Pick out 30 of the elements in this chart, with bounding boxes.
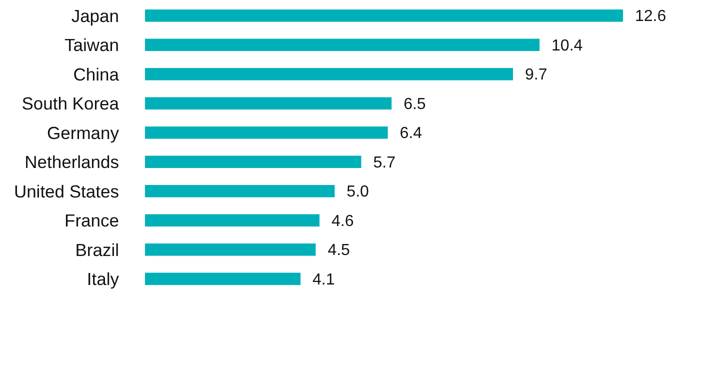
bar	[145, 272, 301, 286]
bar	[145, 243, 316, 256]
y-tick-label: Italy	[86, 269, 120, 289]
data-label: 6.4	[400, 125, 422, 142]
data-label: 4.6	[332, 212, 354, 230]
data-label: 9.7	[524, 66, 548, 84]
bar	[145, 156, 362, 168]
bar	[145, 38, 540, 52]
data-label: 4.5	[328, 242, 350, 260]
bar	[145, 214, 320, 227]
data-label: 12.6	[635, 8, 666, 26]
y-tick-label: Germany	[47, 122, 120, 143]
y-tick-label: Japan	[71, 6, 119, 26]
y-tick-label: United States	[14, 181, 120, 202]
data-label: 5.0	[346, 184, 370, 201]
data-label: 5.7	[373, 154, 396, 172]
data-label: 6.5	[404, 96, 426, 113]
data-label: 10.4	[552, 37, 583, 54]
y-tick-label: France	[64, 210, 119, 230]
bar	[145, 9, 623, 22]
y-tick-label: Brazil	[75, 240, 119, 260]
data-label: 4.1	[312, 271, 335, 288]
y-tick-label: Netherlands	[24, 152, 120, 172]
y-tick-label: Taiwan	[64, 35, 119, 55]
y-tick-label: China	[73, 64, 120, 84]
bar	[145, 68, 513, 80]
bar	[145, 126, 388, 139]
bar	[145, 97, 392, 110]
y-tick-label: South Korea	[22, 94, 120, 114]
bar	[145, 184, 335, 198]
